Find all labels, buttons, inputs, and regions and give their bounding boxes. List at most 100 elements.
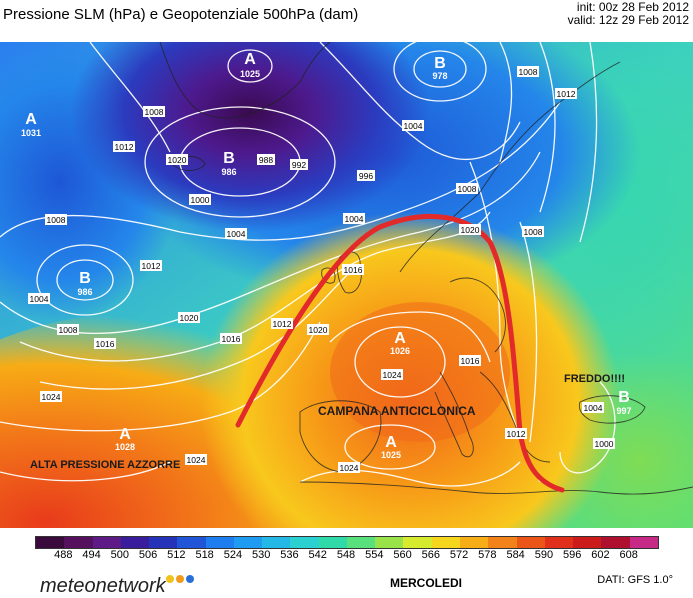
svg-text:1025: 1025 bbox=[381, 450, 401, 460]
isobar-label: 1004 bbox=[225, 228, 247, 239]
svg-text:997: 997 bbox=[616, 406, 631, 416]
svg-text:A: A bbox=[119, 426, 131, 443]
isobar bbox=[413, 50, 467, 88]
logo-dot-orange bbox=[176, 575, 184, 583]
azzorre-annotation: ALTA PRESSIONE AZZORRE bbox=[30, 459, 180, 471]
colorbar-swatch bbox=[488, 537, 517, 548]
logo-dot-blue bbox=[186, 575, 194, 583]
colorbar-tick-label: 512 bbox=[167, 549, 186, 561]
isobar bbox=[539, 42, 556, 213]
colorbar-swatch bbox=[318, 537, 347, 548]
svg-text:1016: 1016 bbox=[96, 339, 115, 349]
isobar bbox=[299, 461, 521, 487]
svg-text:1008: 1008 bbox=[145, 107, 164, 117]
svg-text:A: A bbox=[244, 51, 256, 68]
low-center: B 986 bbox=[77, 270, 92, 297]
svg-text:B: B bbox=[618, 389, 630, 406]
isobar-label: 1024 bbox=[338, 462, 360, 473]
colorbar-swatch bbox=[233, 537, 263, 548]
annotations: FREDDO!!!! CAMPANA ANTICICLONICA ALTA PR… bbox=[30, 373, 625, 471]
isobar-label: 1016 bbox=[459, 355, 481, 366]
colorbar-tick-label: 506 bbox=[138, 549, 158, 561]
isobar bbox=[319, 42, 521, 161]
isobar bbox=[499, 42, 513, 163]
geopotential-colorbar bbox=[35, 536, 659, 549]
svg-text:978: 978 bbox=[432, 71, 447, 81]
isobar bbox=[519, 221, 538, 443]
colorbar-tick-label: 608 bbox=[619, 549, 638, 561]
baltic-coast bbox=[449, 277, 506, 353]
pressure-centers: A 1025 B 978 A 1031 B 986 B 986 A 1026 A… bbox=[21, 51, 632, 460]
isobar bbox=[344, 424, 436, 470]
isobar-label: 992 bbox=[290, 159, 308, 170]
high-center: A 1025 bbox=[381, 434, 401, 460]
colorbar-tick-label: 518 bbox=[195, 549, 214, 561]
isobar-label: 1000 bbox=[593, 438, 615, 449]
isobar-label: 1004 bbox=[28, 293, 50, 304]
isobar-label: 1012 bbox=[271, 318, 293, 329]
isobar-label: 1016 bbox=[342, 264, 364, 275]
svg-text:1026: 1026 bbox=[390, 346, 410, 356]
svg-text:1012: 1012 bbox=[115, 142, 134, 152]
svg-text:1020: 1020 bbox=[309, 325, 328, 335]
svg-text:1008: 1008 bbox=[458, 184, 477, 194]
colorbar-swatch bbox=[403, 537, 432, 548]
svg-text:A: A bbox=[25, 111, 37, 128]
colorbar-tick-label: 548 bbox=[336, 549, 356, 561]
colorbar-swatch bbox=[544, 537, 574, 548]
colorbar-tick-label: 602 bbox=[591, 549, 610, 561]
data-source: DATI: GFS 1.0° bbox=[597, 574, 673, 586]
svg-text:1028: 1028 bbox=[115, 442, 135, 452]
svg-text:1008: 1008 bbox=[519, 67, 538, 77]
isobar-label: 1008 bbox=[517, 66, 539, 77]
isobar bbox=[89, 42, 171, 153]
colorbar-swatch bbox=[346, 537, 376, 548]
svg-text:1024: 1024 bbox=[383, 370, 402, 380]
svg-text:1020: 1020 bbox=[168, 155, 187, 165]
isobar bbox=[579, 42, 598, 243]
isobar-label: 1012 bbox=[113, 141, 135, 152]
isobar-label: 1020 bbox=[307, 324, 329, 335]
svg-text:1004: 1004 bbox=[345, 214, 364, 224]
colorbar-tick-label: 566 bbox=[421, 549, 440, 561]
colorbar-tick-label: 536 bbox=[280, 549, 299, 561]
isobar-label: 1004 bbox=[402, 120, 424, 131]
scandinavia-coast bbox=[399, 61, 621, 273]
isobar bbox=[0, 321, 321, 432]
isobar-label: 1000 bbox=[189, 194, 211, 205]
init-time: init: 00z 28 Feb 2012 bbox=[576, 0, 689, 14]
colorbar-swatch bbox=[459, 537, 489, 548]
colorbar-swatch bbox=[120, 537, 150, 548]
black-sea bbox=[578, 395, 646, 424]
svg-text:1024: 1024 bbox=[42, 392, 61, 402]
colorbar-tick-label: 584 bbox=[506, 549, 525, 561]
isobar bbox=[354, 326, 446, 398]
svg-text:1020: 1020 bbox=[180, 313, 199, 323]
isobar-label: 1020 bbox=[178, 312, 200, 323]
logo-dots bbox=[166, 575, 194, 583]
isobar-label: 1016 bbox=[94, 338, 116, 349]
svg-text:1004: 1004 bbox=[404, 121, 423, 131]
isobar bbox=[559, 381, 616, 474]
colorbar-swatch bbox=[262, 537, 291, 548]
greenland-coast bbox=[159, 42, 331, 119]
run-info: init: 00z 28 Feb 2012 valid: 12z 29 Feb … bbox=[568, 1, 689, 27]
isobar-label: 1024 bbox=[40, 391, 62, 402]
svg-text:1031: 1031 bbox=[21, 128, 41, 138]
isobar-label: 1004 bbox=[582, 402, 604, 413]
isobar bbox=[393, 42, 487, 102]
colorbar-swatch bbox=[177, 537, 206, 548]
colorbar-tick-label: 500 bbox=[110, 549, 129, 561]
svg-text:1012: 1012 bbox=[142, 261, 161, 271]
isobar-label: 1008 bbox=[57, 324, 79, 335]
svg-text:1004: 1004 bbox=[584, 403, 603, 413]
colorbar-tick-label: 578 bbox=[478, 549, 497, 561]
colorbar-swatch bbox=[601, 537, 630, 548]
svg-text:1012: 1012 bbox=[273, 319, 292, 329]
north-africa-coast bbox=[299, 481, 693, 495]
isobar bbox=[0, 461, 171, 482]
british-isles bbox=[337, 251, 362, 294]
isobar-label: 1012 bbox=[555, 88, 577, 99]
svg-text:1004: 1004 bbox=[227, 229, 246, 239]
colorbar-tick-label: 488 bbox=[54, 549, 73, 561]
